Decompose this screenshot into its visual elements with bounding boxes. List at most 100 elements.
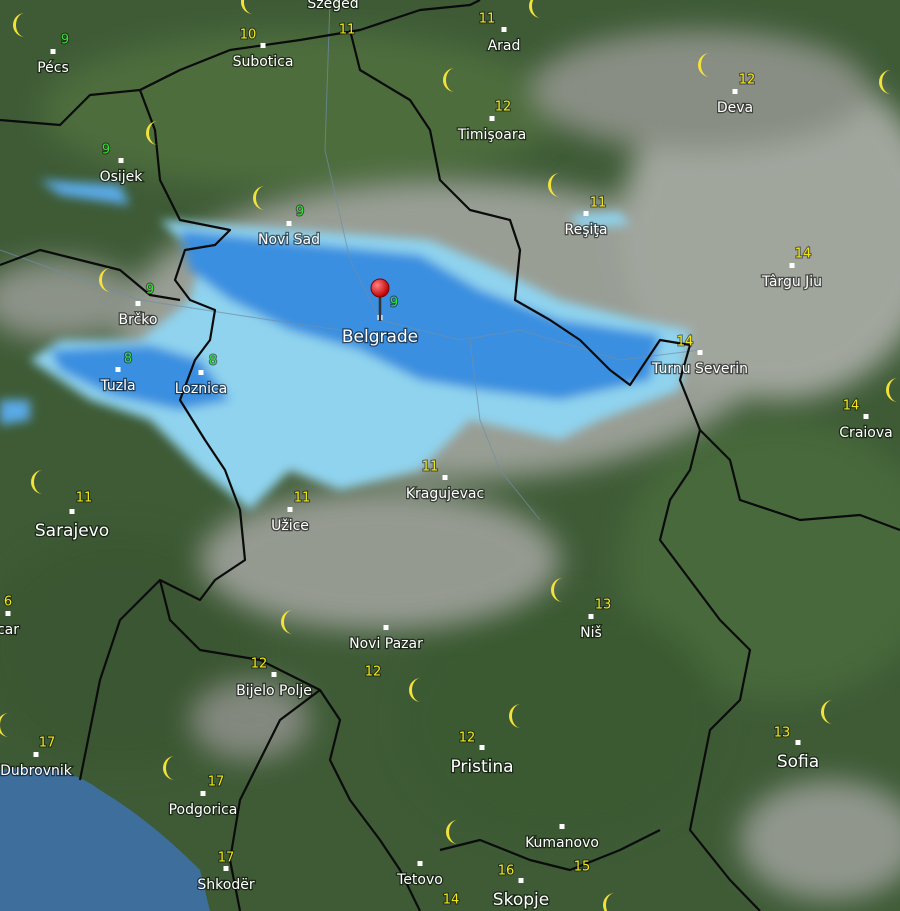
- city-name: Craiova: [839, 425, 892, 441]
- moon-icon: [879, 70, 891, 94]
- temperature: 14: [843, 399, 860, 414]
- city-dot: [518, 878, 524, 883]
- city-name: Belgrade: [342, 327, 418, 347]
- city-name: Dubrovnik: [0, 763, 73, 779]
- city-dot: [50, 49, 56, 54]
- city-name: Pristina: [450, 757, 513, 777]
- city-name: Novi Sad: [258, 232, 320, 248]
- temperature: 8: [209, 354, 217, 369]
- city-dot: [271, 672, 277, 677]
- moon-icon: [603, 893, 615, 911]
- city-dot: [442, 475, 448, 480]
- moon-icon: [548, 173, 560, 197]
- temperature: 17: [39, 736, 56, 751]
- temperature: 11: [479, 12, 496, 27]
- temperature: 16: [498, 864, 515, 879]
- temperature: 11: [76, 491, 93, 506]
- city-name: Loznica: [175, 381, 228, 397]
- city-dot: [286, 221, 292, 226]
- city-dot: [115, 367, 121, 372]
- temperature: 9: [390, 296, 398, 311]
- city-name: Shkodër: [197, 877, 254, 893]
- city-dot: [287, 507, 293, 512]
- city-name: Niš: [580, 625, 602, 641]
- city-dot: [383, 625, 389, 630]
- city-name: car: [0, 622, 19, 638]
- city-name: Turnu Severin: [651, 361, 748, 377]
- city-dot: [583, 211, 589, 216]
- city-dot: [501, 27, 507, 32]
- city-dot: [559, 824, 565, 829]
- temperature: 17: [218, 851, 235, 866]
- moon-icon: [281, 610, 293, 634]
- location-pin: [370, 278, 390, 321]
- city-name: Bijelo Polje: [236, 683, 312, 699]
- city-name: Sarajevo: [35, 521, 109, 541]
- city-name: Užice: [271, 518, 309, 534]
- city-dot: [135, 301, 141, 306]
- temperature: 9: [102, 143, 110, 158]
- temperature: 6: [4, 595, 12, 610]
- city-dot: [479, 745, 485, 750]
- temperature: 14: [795, 247, 812, 262]
- city-dot: [697, 350, 703, 355]
- moon-icon: [31, 470, 43, 494]
- city-name: Tuzla: [99, 378, 135, 394]
- moon-icon: [163, 756, 175, 780]
- city-dot: [789, 263, 795, 268]
- city-name: Deva: [717, 100, 753, 116]
- city-name: Szeged: [307, 0, 358, 12]
- temperature: 8: [124, 352, 132, 367]
- temperature: 12: [365, 665, 382, 680]
- rivers: [0, 0, 701, 521]
- city-name: Tetovo: [396, 872, 443, 888]
- moon-icon: [698, 53, 710, 77]
- city-dot: [863, 414, 869, 419]
- terrain: [0, 30, 900, 840]
- city-name: Novi Pazar: [349, 636, 423, 652]
- temperature: 12: [459, 731, 476, 746]
- temperature: 9: [296, 205, 304, 220]
- city-name: Arad: [488, 38, 521, 54]
- sea: [0, 767, 210, 911]
- city-dot: [33, 752, 39, 757]
- precipitation: [0, 180, 690, 510]
- temperature: 17: [208, 775, 225, 790]
- city-dot: [732, 89, 738, 94]
- city-dot: [223, 866, 229, 871]
- moon-icon: [509, 704, 521, 728]
- city-dot: [118, 158, 124, 163]
- city-name: Skopje: [493, 890, 549, 910]
- city-name: Târgu Jiu: [761, 274, 822, 290]
- temperature: 15: [574, 860, 591, 875]
- city-dot: [260, 43, 266, 48]
- city-name: Brčko: [119, 312, 158, 328]
- moon-icon: [241, 0, 253, 14]
- moon-icon: [253, 186, 265, 210]
- city-dot: [5, 611, 11, 616]
- city-name: Pécs: [37, 60, 69, 76]
- city-name: Reşiţa: [565, 222, 608, 238]
- temperature: 12: [495, 100, 512, 115]
- temperature: 9: [61, 33, 69, 48]
- city-name: Subotica: [233, 54, 294, 70]
- temperature: 9: [146, 283, 154, 298]
- city-dot: [489, 116, 495, 121]
- moon-icon: [821, 700, 833, 724]
- temperature: 13: [774, 726, 791, 741]
- city-name: Kumanovo: [525, 835, 599, 851]
- temperature: 14: [677, 335, 694, 350]
- city-dot: [588, 614, 594, 619]
- moon-icon: [13, 13, 25, 37]
- city-dot: [417, 861, 423, 866]
- moon-icon: [146, 121, 158, 145]
- city-dot: [69, 509, 75, 514]
- temperature: 11: [294, 491, 311, 506]
- city-dot: [795, 740, 801, 745]
- city-name: Osijek: [100, 169, 144, 185]
- city-name: Timişoara: [457, 127, 526, 143]
